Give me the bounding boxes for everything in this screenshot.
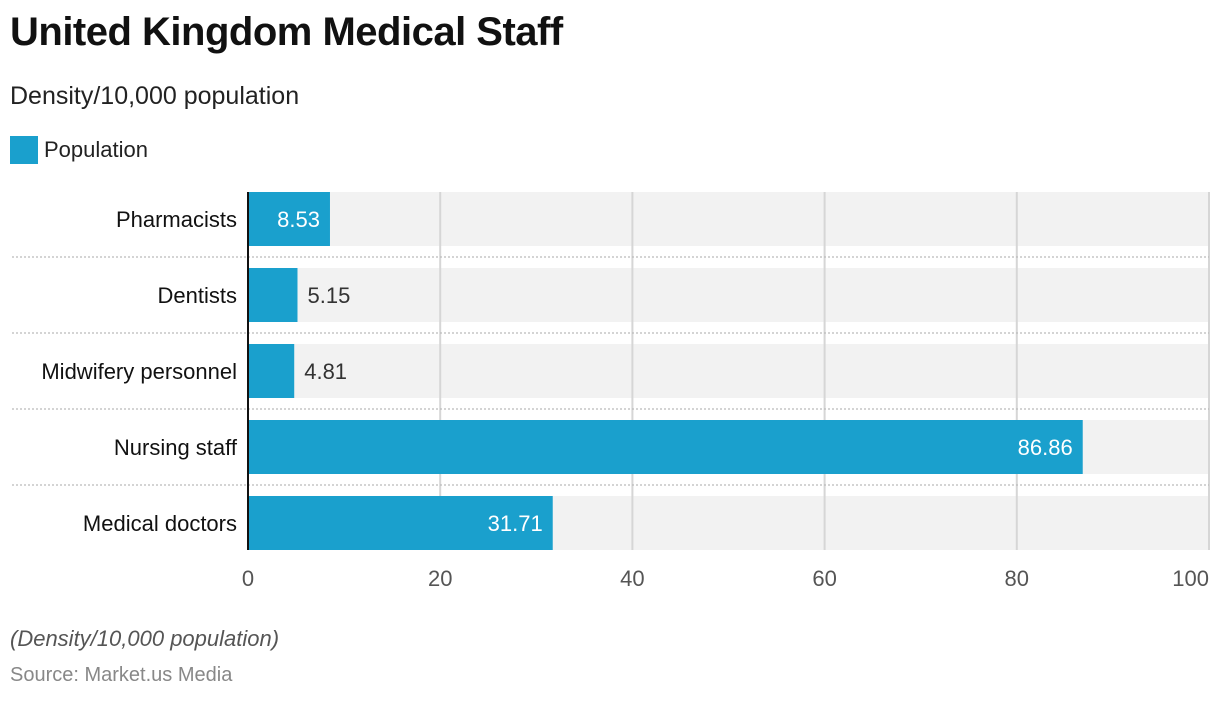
data-label: 8.53 [277, 207, 320, 232]
chart-source: Source: Market.us Media [10, 664, 233, 686]
chart-title: United Kingdom Medical Staff [10, 10, 563, 54]
bar-track [248, 268, 1209, 322]
bar [248, 496, 553, 550]
category-label: Medical doctors [83, 511, 237, 536]
legend-swatch [10, 136, 38, 164]
chart-notes: (Density/10,000 population) [10, 626, 280, 651]
x-tick-label: 80 [1005, 566, 1029, 591]
data-label: 5.15 [307, 283, 350, 308]
data-label: 31.71 [488, 511, 543, 536]
x-tick-label: 40 [620, 566, 644, 591]
bar [248, 268, 298, 322]
category-label: Midwifery personnel [41, 359, 237, 384]
bar [248, 420, 1083, 474]
bar [248, 192, 330, 246]
category-label: Dentists [158, 283, 237, 308]
category-label: Nursing staff [114, 435, 238, 460]
x-tick-label: 100 [1172, 566, 1209, 591]
x-tick-label: 20 [428, 566, 452, 591]
data-label: 86.86 [1018, 435, 1073, 460]
data-label: 4.81 [304, 359, 347, 384]
bar-track [248, 192, 1209, 246]
legend: Population [10, 136, 148, 164]
x-tick-label: 60 [812, 566, 836, 591]
bar-track [248, 344, 1209, 398]
legend-label: Population [44, 137, 148, 162]
chart-subtitle: Density/10,000 population [10, 82, 300, 110]
category-label: Pharmacists [116, 207, 237, 232]
x-tick-label: 0 [242, 566, 254, 591]
bar [248, 344, 295, 398]
